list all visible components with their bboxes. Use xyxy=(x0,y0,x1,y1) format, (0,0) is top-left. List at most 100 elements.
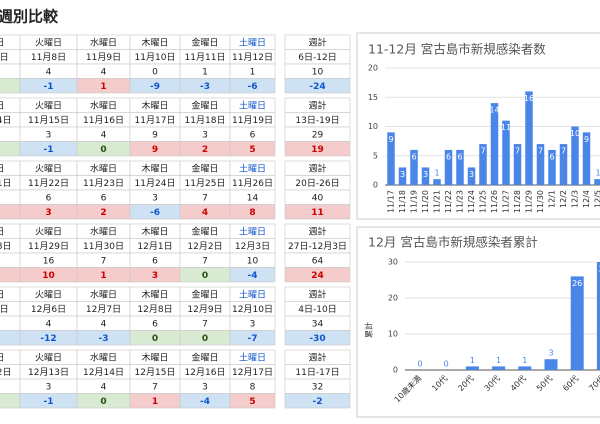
date-cell: 11月16日 xyxy=(83,115,124,126)
date-cell: 11月22日 xyxy=(28,178,69,189)
value-label: 7 xyxy=(515,147,520,156)
day-header: 月曜日 xyxy=(0,352,5,363)
x-tick-label: 11/26 xyxy=(490,190,499,213)
count-cell: 4 xyxy=(46,319,52,329)
day-header: 金曜日 xyxy=(191,36,218,48)
day-header: 土曜日 xyxy=(239,351,266,363)
count-cell: 6 xyxy=(46,193,52,203)
y-tick-label: 10 xyxy=(368,122,378,131)
date-cell: 12月7日 xyxy=(86,304,121,315)
table-cell xyxy=(0,64,20,79)
value-label: 10 xyxy=(570,129,580,138)
date-cell: 12月1日 xyxy=(137,241,172,252)
count-cell: 9 xyxy=(152,130,158,140)
diff-cell: 1 xyxy=(152,397,158,407)
day-header: 火曜日 xyxy=(35,289,62,300)
day-header: 金曜日 xyxy=(191,225,218,237)
count-cell: 1 xyxy=(250,67,256,77)
day-header: 金曜日 xyxy=(191,351,218,363)
bar xyxy=(571,276,584,370)
table-cell xyxy=(0,316,20,331)
y-tick-label: 20 xyxy=(388,294,398,303)
y-axis-label: 累計 xyxy=(364,322,374,338)
total-cell: 40 xyxy=(312,193,324,203)
bar xyxy=(492,366,505,370)
diff-cell: 2 xyxy=(202,145,208,155)
count-cell: 7 xyxy=(202,193,208,203)
total-header: 週計 xyxy=(308,99,326,111)
day-header: 土曜日 xyxy=(239,162,266,174)
x-tick-label: 11/28 xyxy=(513,190,522,213)
value-label: 3 xyxy=(400,170,405,179)
count-cell: 4 xyxy=(101,382,107,392)
date-cell: 12月5日 xyxy=(0,304,9,315)
total-header: 週計 xyxy=(308,162,326,174)
diff-cell: -3 xyxy=(200,82,210,92)
day-header: 土曜日 xyxy=(239,288,266,300)
count-cell: 4 xyxy=(46,67,52,77)
value-label: 3 xyxy=(423,170,428,179)
diff-cell: 0 xyxy=(202,334,208,344)
x-tick-label: 11/21 xyxy=(433,190,442,213)
range-cell: 11日-17日 xyxy=(295,367,339,378)
y-tick-label: 20 xyxy=(368,64,378,73)
date-cell: 11月7日 xyxy=(0,52,9,63)
total-cell: 10 xyxy=(312,67,324,77)
date-cell: 11月15日 xyxy=(28,115,69,126)
count-cell: 3 xyxy=(46,130,52,140)
date-cell: 11月9日 xyxy=(86,52,121,63)
table-cell xyxy=(0,205,20,220)
diff-cell: 3 xyxy=(152,271,158,281)
chart-title: 11-12月 宮古島市新規感染者数 xyxy=(368,42,546,57)
day-header: 土曜日 xyxy=(239,225,266,237)
date-cell: 12月12日 xyxy=(0,367,11,378)
table-cell xyxy=(0,142,20,157)
date-cell: 11月25日 xyxy=(185,178,226,189)
count-cell: 3 xyxy=(152,193,158,203)
value-label: 1 xyxy=(470,356,475,365)
x-tick-label: 11/23 xyxy=(456,190,465,213)
day-header: 水曜日 xyxy=(90,288,117,300)
x-tick-label: 11/20 xyxy=(421,190,430,213)
day-header: 木曜日 xyxy=(141,288,168,300)
day-header: 水曜日 xyxy=(90,225,117,237)
date-cell: 12月3日 xyxy=(235,241,270,252)
count-cell: 4 xyxy=(101,67,107,77)
chart-title: 12月 宮古島市新規感染者累計 xyxy=(368,235,538,250)
value-label: 6 xyxy=(411,152,416,161)
count-cell: 3 xyxy=(202,382,208,392)
date-cell: 11月11日 xyxy=(185,52,226,63)
total-header: 週計 xyxy=(308,288,326,300)
count-cell: 4 xyxy=(101,319,107,329)
table-cell xyxy=(0,190,20,205)
date-cell: 11月29日 xyxy=(28,241,69,252)
bar xyxy=(491,103,499,185)
total-header: 週計 xyxy=(308,351,326,363)
range-cell: 4日-10日 xyxy=(298,304,336,315)
date-cell: 11月26日 xyxy=(232,178,273,189)
total-cell: 32 xyxy=(312,382,323,392)
page-title: 週別比較 xyxy=(0,8,59,26)
value-label: 1 xyxy=(496,356,501,365)
count-cell: 6 xyxy=(250,130,256,140)
count-cell: 7 xyxy=(202,319,208,329)
date-cell: 12月15日 xyxy=(135,367,176,378)
total-header: 週計 xyxy=(308,225,326,237)
day-header: 月曜日 xyxy=(0,163,5,174)
x-tick-label: 12/5 xyxy=(594,190,600,208)
date-cell: 11月19日 xyxy=(232,115,273,126)
x-tick-label: 11/19 xyxy=(410,190,419,213)
total-cell: 64 xyxy=(312,256,324,266)
value-label: 6 xyxy=(446,152,451,161)
count-cell: 0 xyxy=(152,67,158,77)
range-cell: 27日-12月3日 xyxy=(288,241,347,252)
day-header: 木曜日 xyxy=(141,99,168,111)
value-label: 6 xyxy=(457,152,462,161)
day-header: 金曜日 xyxy=(191,99,218,111)
value-label: 14 xyxy=(489,106,499,115)
day-header: 木曜日 xyxy=(141,162,168,174)
bar xyxy=(525,91,533,185)
diff-cell: -1 xyxy=(44,82,54,92)
value-label: 7 xyxy=(480,147,485,156)
x-tick-label: 12/3 xyxy=(571,190,580,208)
